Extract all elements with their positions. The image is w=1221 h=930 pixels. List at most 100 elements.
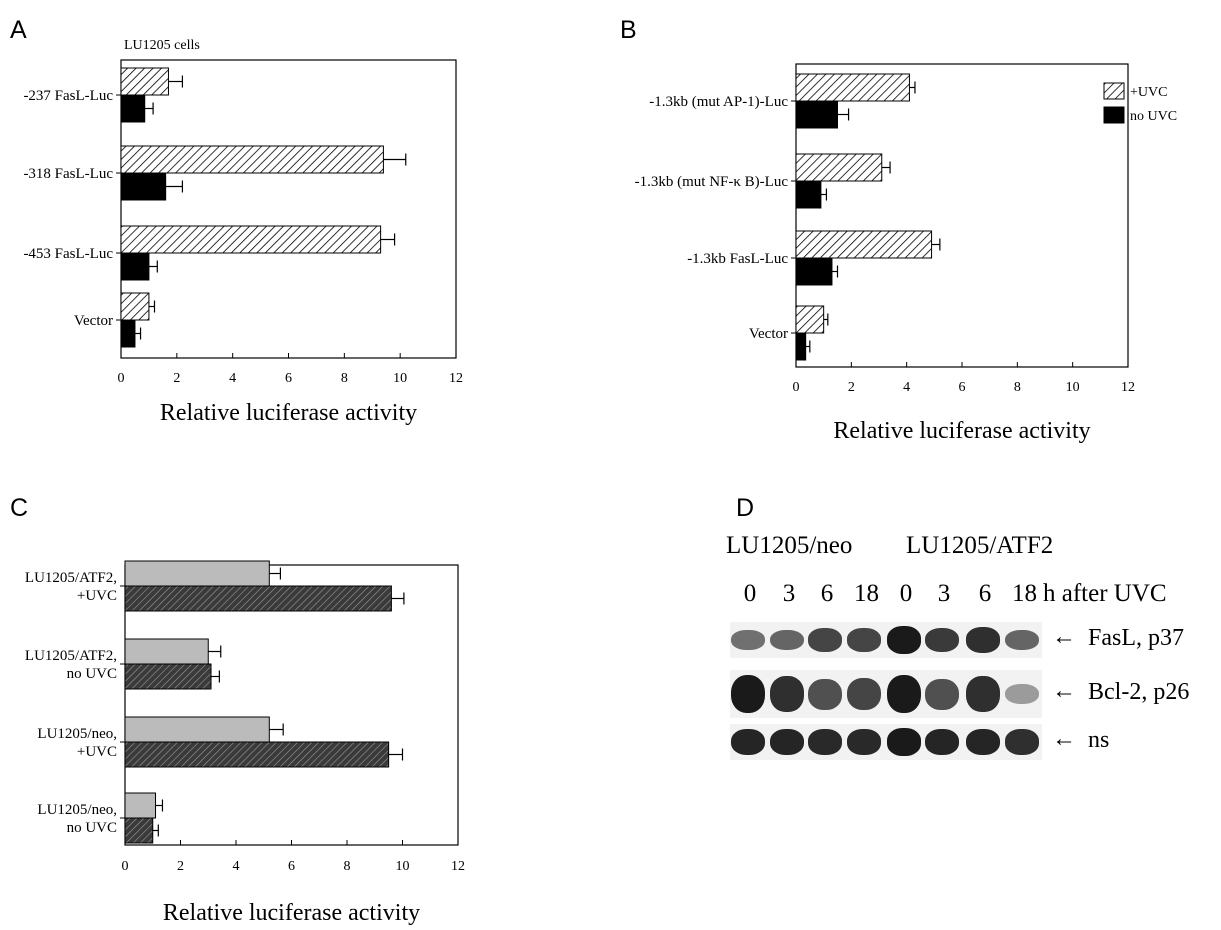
bar (124, 585, 392, 612)
category-label: -1.3kb (mut NF-κ B)-Luc (635, 174, 789, 190)
plot-frame (795, 63, 1129, 368)
blot-band (966, 627, 1000, 653)
blot-band (887, 674, 921, 714)
category-label: LU1205/neo, (37, 726, 117, 742)
blot-band (887, 626, 921, 654)
blot-band (770, 728, 804, 756)
bar (124, 741, 390, 768)
blot-row-label: Bcl-2, p26 (1088, 679, 1190, 705)
x-tick-label: 10 (396, 859, 410, 874)
x-tick-label: 2 (173, 371, 180, 386)
x-tick-label: 12 (451, 859, 465, 874)
bar (124, 560, 270, 587)
blot-lane-label: 0 (743, 580, 757, 607)
x-tick-label: 4 (903, 380, 910, 395)
x-tick-label: 8 (344, 859, 351, 874)
blot-lane-label: 6 (978, 580, 992, 607)
bar (124, 638, 209, 665)
bar (120, 225, 382, 254)
x-tick-label: 6 (959, 380, 966, 395)
bar (120, 145, 384, 174)
x-tick-label: 2 (177, 859, 184, 874)
blot-band (966, 676, 1000, 712)
x-tick-label: 4 (229, 371, 236, 386)
blot-lane-label: 3 (937, 580, 951, 607)
blot-band (770, 629, 804, 651)
blot-band (925, 627, 959, 653)
blot-arrow-icon: ← (1052, 678, 1076, 704)
blot-band (808, 729, 842, 755)
blot-row-label: ns (1088, 727, 1110, 753)
blot-arrow-icon: ← (1052, 624, 1076, 650)
bar (795, 230, 933, 259)
x-tick-label: 12 (1121, 380, 1135, 395)
blot-arrow-icon: ← (1052, 726, 1076, 752)
category-label: Vector (749, 326, 788, 342)
panel-letter-d: D (736, 494, 755, 522)
blot-band (847, 628, 881, 652)
category-label: -318 FasL-Luc (23, 166, 113, 182)
category-label: LU1205/ATF2, (25, 648, 117, 664)
blot-group-neo: LU1205/neo (726, 532, 853, 559)
bar (124, 663, 212, 690)
blot-band (966, 728, 1000, 756)
bar (795, 257, 833, 286)
bar (120, 67, 169, 96)
x-tick-label: 0 (122, 859, 129, 874)
blot-band (808, 628, 842, 652)
blot-strip (730, 670, 1042, 718)
bar (124, 716, 270, 743)
bar (124, 792, 157, 819)
x-tick-label: 4 (233, 859, 240, 874)
blot-lane-label: 0 (899, 580, 913, 607)
bar (120, 252, 150, 281)
bar (120, 292, 150, 321)
blot-group-atf2: LU1205/ATF2 (906, 532, 1054, 559)
category-label: -453 FasL-Luc (23, 246, 113, 262)
blot-band (808, 678, 842, 710)
bar (795, 305, 825, 334)
blot-time-label: h after UVC (1043, 580, 1167, 607)
chart-title: LU1205 cells (124, 38, 200, 53)
bar (120, 172, 167, 201)
category-label: no UVC (67, 666, 117, 682)
blot-band (847, 677, 881, 711)
panel-letter-b: B (620, 16, 637, 44)
legend-swatch (1103, 82, 1125, 100)
category-label: LU1205/neo, (37, 802, 117, 818)
bar (795, 153, 883, 182)
blot-band (731, 728, 765, 756)
blot-band (887, 728, 921, 756)
x-axis-label: Relative luciferase activity (163, 900, 420, 926)
blot-row-label: FasL, p37 (1088, 625, 1184, 651)
blot-lane-label: 3 (782, 580, 796, 607)
panel-letter-c: C (10, 494, 29, 522)
category-label: +UVC (77, 744, 117, 760)
blot-lane-label: 6 (820, 580, 834, 607)
blot-strip (730, 724, 1042, 760)
bar (795, 180, 822, 209)
bar (795, 332, 807, 361)
x-tick-label: 8 (341, 371, 348, 386)
category-label: -1.3kb (mut AP-1)-Luc (649, 94, 788, 110)
x-axis-label: Relative luciferase activity (833, 418, 1090, 444)
x-tick-label: 6 (288, 859, 295, 874)
category-label: LU1205/ATF2, (25, 570, 117, 586)
legend-swatch (1103, 106, 1125, 124)
blot-lane-label: 18 (1012, 580, 1037, 607)
blot-band (1005, 729, 1039, 755)
legend-label: +UVC (1130, 85, 1167, 100)
category-label: no UVC (67, 820, 117, 836)
bar (795, 73, 910, 102)
bar (120, 319, 136, 348)
x-tick-label: 8 (1014, 380, 1021, 395)
x-axis-label: Relative luciferase activity (160, 400, 417, 426)
blot-band (731, 674, 765, 714)
blot-band (1005, 683, 1039, 705)
bar (120, 94, 146, 123)
x-tick-label: 12 (449, 371, 463, 386)
x-tick-label: 0 (793, 380, 800, 395)
bar (795, 100, 838, 129)
western-blot: LU1205/neo LU1205/ATF2 0 3 6 18 0 3 6 18 h afte… (726, 532, 1206, 760)
blot-band (847, 729, 881, 755)
